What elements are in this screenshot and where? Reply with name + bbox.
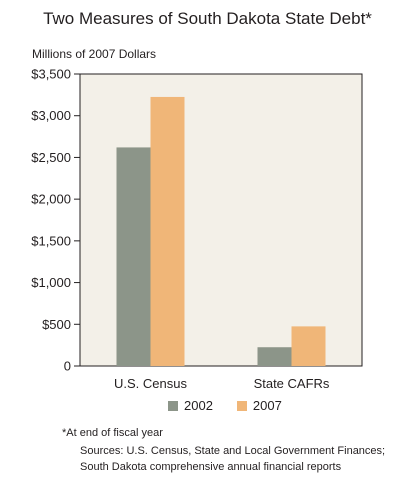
bar-2007-1 — [291, 326, 326, 366]
y-tick-label: 0 — [64, 359, 71, 374]
bar-2002-0 — [116, 147, 151, 366]
legend-item-2007: 2007 — [236, 398, 282, 413]
legend-label-2002: 2002 — [184, 398, 213, 413]
footnote: *At end of fiscal year — [62, 427, 163, 439]
y-tick-label: $2,500 — [31, 150, 71, 165]
y-tick-label: $500 — [42, 317, 71, 332]
legend-swatch-2002 — [168, 400, 178, 411]
chart-title: Two Measures of South Dakota State Debt* — [43, 9, 372, 28]
x-category-label: U.S. Census — [114, 376, 187, 391]
legend-label-2007: 2007 — [252, 398, 282, 413]
bar-2002-1 — [257, 347, 292, 366]
legend-item-2002: 2002 — [168, 398, 213, 413]
y-axis-label: Millions of 2007 Dollars — [32, 47, 157, 61]
y-tick-label: $1,000 — [31, 275, 71, 290]
sources-text: Sources: U.S. Census, State and Local Go… — [80, 445, 386, 473]
y-tick-label: $3,000 — [31, 108, 71, 123]
y-tick-label: $2,000 — [31, 192, 71, 207]
legend-swatch-2007 — [236, 400, 247, 411]
y-tick-label: $1,500 — [31, 233, 71, 248]
legend: 2002 2007 — [168, 398, 306, 413]
bar-2007-0 — [150, 96, 185, 366]
y-tick-label: $3,500 — [31, 67, 71, 82]
x-category-label: State CAFRs — [254, 376, 330, 391]
